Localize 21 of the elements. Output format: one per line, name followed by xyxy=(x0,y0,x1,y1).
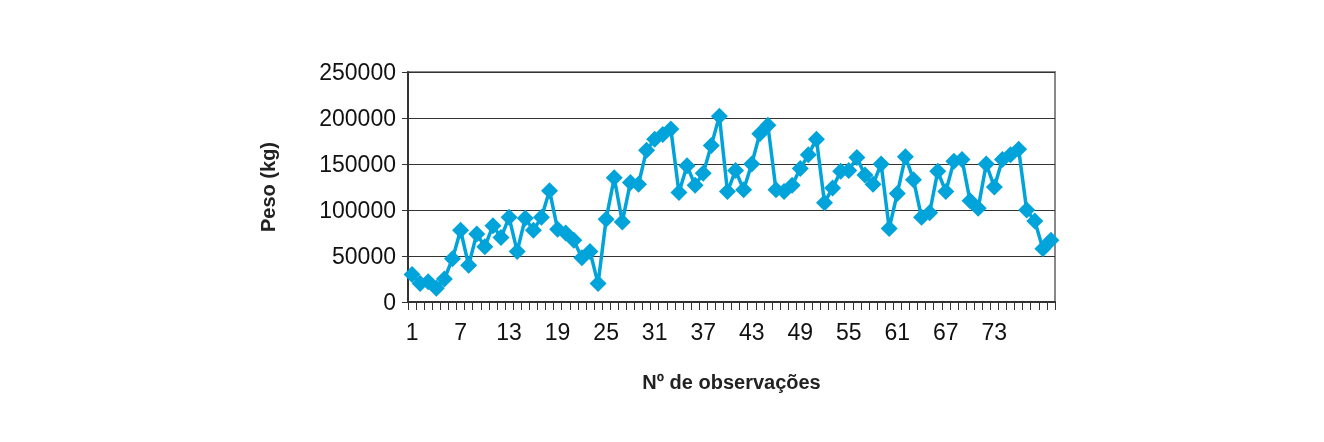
x-tick-label: 61 xyxy=(884,318,911,345)
x-axis-title: Nº de observações xyxy=(642,371,821,393)
y-tick-label: 250000 xyxy=(319,59,396,85)
x-tick-label: 43 xyxy=(738,318,765,345)
y-tick-label: 150000 xyxy=(319,151,396,177)
x-tick-label: 73 xyxy=(981,318,1008,345)
x-tick-label: 55 xyxy=(835,318,862,345)
x-tick-label: 67 xyxy=(933,318,959,345)
y-tick-label: 200000 xyxy=(319,105,396,131)
x-tick-label: 19 xyxy=(544,318,571,345)
y-tick-label: 0 xyxy=(383,289,396,315)
y-tick-label: 50000 xyxy=(332,243,396,269)
y-tick-label: 100000 xyxy=(319,197,396,223)
x-tick-label: 1 xyxy=(405,318,419,345)
x-tick-label: 31 xyxy=(641,318,668,345)
x-tick-label: 37 xyxy=(690,318,716,345)
x-tick-label: 25 xyxy=(593,318,619,345)
x-tick-label: 49 xyxy=(787,318,814,345)
x-tick-label: 13 xyxy=(496,318,522,345)
y-axis-title: Peso (kg) xyxy=(257,141,279,233)
x-tick-label: 7 xyxy=(454,318,467,345)
